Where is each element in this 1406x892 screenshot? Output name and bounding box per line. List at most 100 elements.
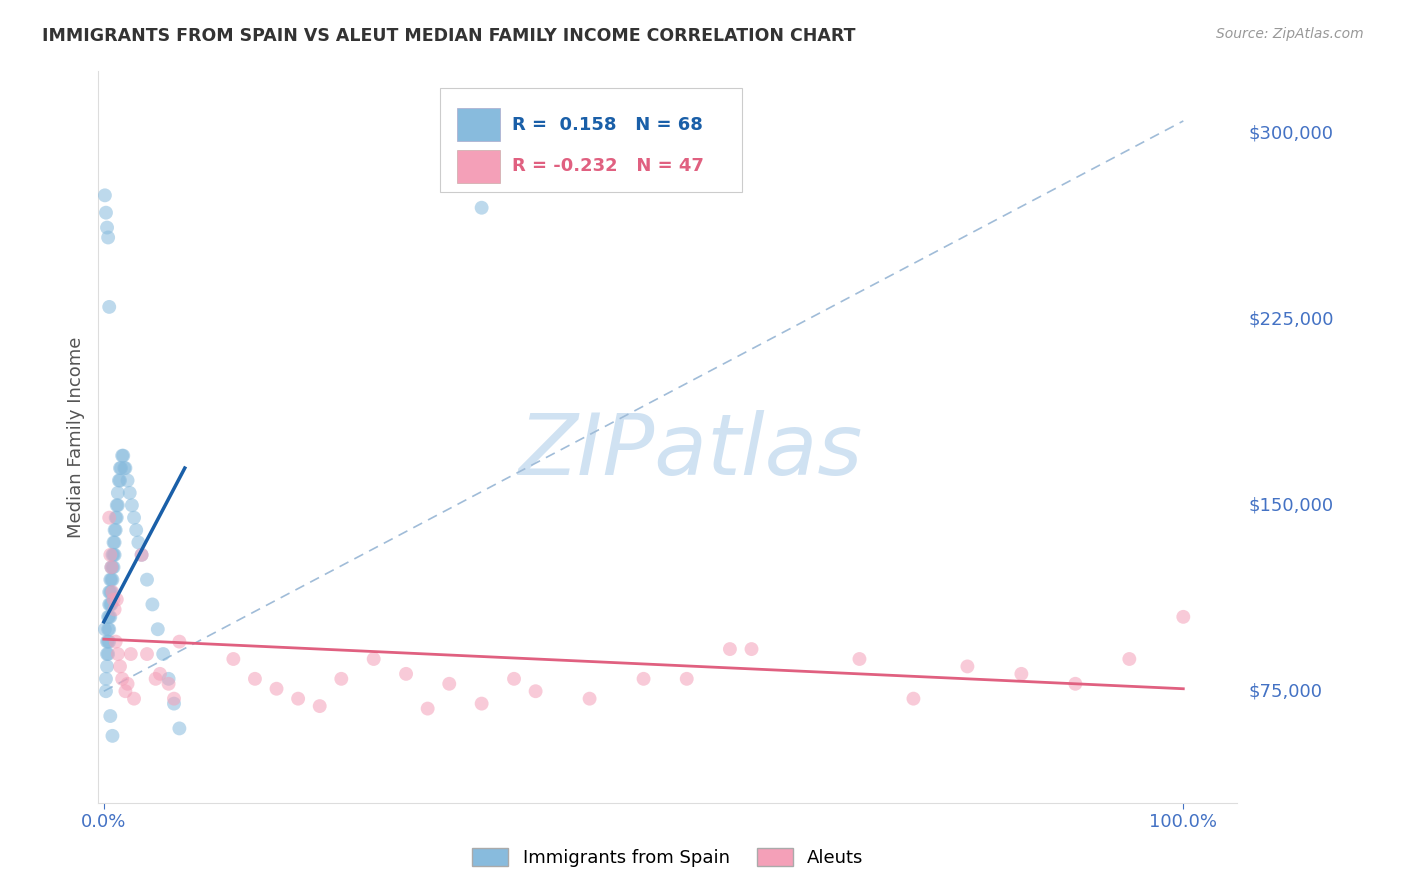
Point bbox=[956, 659, 979, 673]
Point bbox=[243, 672, 266, 686]
Text: Source: ZipAtlas.com: Source: ZipAtlas.com bbox=[1216, 27, 1364, 41]
Point bbox=[104, 523, 127, 537]
Point bbox=[96, 220, 118, 235]
Point bbox=[100, 598, 122, 612]
Point bbox=[1173, 610, 1195, 624]
FancyBboxPatch shape bbox=[457, 150, 501, 183]
Point bbox=[675, 672, 697, 686]
Point bbox=[145, 672, 167, 686]
Point bbox=[848, 652, 870, 666]
Point bbox=[503, 672, 526, 686]
Point bbox=[108, 474, 131, 488]
Point bbox=[122, 691, 145, 706]
FancyBboxPatch shape bbox=[440, 88, 742, 192]
Point bbox=[718, 642, 741, 657]
Text: $225,000: $225,000 bbox=[1249, 310, 1334, 328]
Text: R = -0.232   N = 47: R = -0.232 N = 47 bbox=[512, 158, 703, 176]
Point bbox=[101, 560, 124, 574]
Text: $300,000: $300,000 bbox=[1249, 124, 1333, 143]
Point bbox=[94, 672, 117, 686]
Point bbox=[524, 684, 547, 698]
Point bbox=[122, 510, 145, 524]
Point bbox=[308, 699, 330, 714]
Point bbox=[101, 573, 124, 587]
Point bbox=[100, 573, 122, 587]
Point bbox=[114, 461, 136, 475]
Point bbox=[1010, 666, 1032, 681]
Point bbox=[97, 610, 120, 624]
Point bbox=[169, 722, 191, 736]
Point bbox=[97, 622, 120, 636]
Point bbox=[108, 461, 131, 475]
Point bbox=[471, 697, 494, 711]
Point bbox=[96, 647, 118, 661]
Point bbox=[97, 634, 120, 648]
Point bbox=[98, 300, 121, 314]
Point bbox=[107, 647, 129, 661]
Point bbox=[97, 647, 120, 661]
Point bbox=[105, 498, 128, 512]
Point bbox=[117, 474, 139, 488]
Point bbox=[97, 230, 120, 244]
Point bbox=[633, 672, 655, 686]
Point bbox=[163, 691, 186, 706]
Point bbox=[741, 642, 763, 657]
Point bbox=[107, 498, 129, 512]
Point bbox=[146, 622, 169, 636]
Point bbox=[98, 634, 121, 648]
Point bbox=[287, 691, 309, 706]
Point bbox=[222, 652, 245, 666]
Point bbox=[163, 697, 186, 711]
Point bbox=[110, 461, 132, 475]
Point bbox=[157, 677, 180, 691]
Y-axis label: Median Family Income: Median Family Income bbox=[66, 336, 84, 538]
FancyBboxPatch shape bbox=[457, 108, 501, 141]
Point bbox=[104, 602, 127, 616]
Point bbox=[104, 535, 127, 549]
Point bbox=[108, 474, 131, 488]
Point bbox=[103, 535, 125, 549]
Point bbox=[120, 647, 142, 661]
Point bbox=[96, 659, 118, 673]
Point bbox=[363, 652, 385, 666]
Point bbox=[439, 677, 461, 691]
Point bbox=[98, 610, 121, 624]
Text: ZIPatlas: ZIPatlas bbox=[519, 410, 863, 493]
Point bbox=[903, 691, 925, 706]
Point bbox=[416, 701, 439, 715]
Point bbox=[111, 672, 134, 686]
Point bbox=[98, 622, 121, 636]
Point bbox=[157, 672, 180, 686]
Point bbox=[98, 510, 121, 524]
Point bbox=[103, 548, 125, 562]
Point bbox=[103, 592, 125, 607]
Point bbox=[100, 560, 122, 574]
Legend: Immigrants from Spain, Aleuts: Immigrants from Spain, Aleuts bbox=[465, 840, 870, 874]
Point bbox=[98, 709, 121, 723]
Point bbox=[107, 486, 129, 500]
Point bbox=[98, 585, 121, 599]
Point bbox=[121, 498, 143, 512]
Point bbox=[105, 592, 128, 607]
Point bbox=[94, 622, 117, 636]
Point bbox=[104, 548, 127, 562]
Point bbox=[1064, 677, 1087, 691]
Point bbox=[108, 659, 131, 673]
Point bbox=[104, 634, 127, 648]
Point bbox=[96, 634, 118, 648]
Point bbox=[471, 201, 494, 215]
Point bbox=[98, 573, 121, 587]
Point bbox=[94, 205, 117, 219]
Text: IMMIGRANTS FROM SPAIN VS ALEUT MEDIAN FAMILY INCOME CORRELATION CHART: IMMIGRANTS FROM SPAIN VS ALEUT MEDIAN FA… bbox=[42, 27, 856, 45]
Point bbox=[100, 560, 122, 574]
Point bbox=[104, 523, 127, 537]
Point bbox=[125, 523, 148, 537]
Point bbox=[169, 634, 191, 648]
Text: $75,000: $75,000 bbox=[1249, 682, 1323, 700]
Point bbox=[395, 666, 418, 681]
Point bbox=[131, 548, 153, 562]
Point bbox=[127, 535, 149, 549]
Point bbox=[114, 684, 136, 698]
Point bbox=[98, 598, 121, 612]
Point bbox=[266, 681, 288, 696]
